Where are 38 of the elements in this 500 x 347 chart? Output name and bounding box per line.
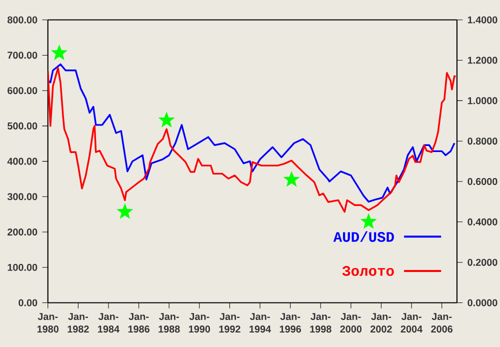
- point: [117, 203, 133, 218]
- x-tick-label: Jan-1988: [158, 312, 180, 332]
- x-tick-label: Jan-1990: [188, 312, 210, 332]
- y-tick-label: 400.00: [7, 158, 38, 165]
- y2-tick-label: 0.4000: [468, 218, 498, 226]
- y-tick-label: 700.00: [8, 52, 38, 59]
- x-tick-label: Jan-2004: [400, 312, 422, 332]
- x-tick-label: Jan-2006: [431, 312, 453, 332]
- point: [360, 213, 376, 228]
- y-tick-label: 100.00: [8, 264, 38, 271]
- x-tick-label: Jan-1982: [68, 312, 89, 332]
- y2-tick-label: 1.2000: [468, 56, 498, 64]
- x-tick-label: Jan-1996: [280, 312, 301, 332]
- y2-tick-label: 0.0000: [468, 299, 498, 306]
- y-tick-label: 800.00: [8, 16, 38, 24]
- x-tick-label: Jan-1984: [98, 312, 120, 332]
- y-tick-label: 0.00: [18, 299, 38, 306]
- point: [158, 112, 174, 127]
- y2-tick-label: 0.8000: [468, 137, 498, 144]
- x-tick-label: Jan-2000: [340, 312, 362, 332]
- y2-tick-label: 0.6000: [468, 178, 498, 185]
- x-tick-label: Jan-1998: [310, 312, 332, 332]
- point: [51, 44, 68, 60]
- legend-label: AUD/USD: [333, 231, 394, 242]
- legend-label: Золото: [342, 266, 394, 276]
- y2-tick-label: 0.2000: [468, 258, 498, 266]
- x-tick-label: Jan-1986: [128, 312, 150, 332]
- y-tick-label: 200.00: [8, 228, 38, 236]
- y2-tick-label: 1.4000: [468, 16, 498, 24]
- y-tick-label: 500.00: [8, 122, 38, 130]
- y2-tick-label: 1.0000: [468, 96, 498, 104]
- y-tick-label: 300.00: [7, 192, 38, 200]
- x-tick-label: Jan-1994: [250, 312, 271, 332]
- x-tick-label: Jan-2002: [370, 312, 392, 332]
- point: [284, 171, 300, 186]
- x-tick-label: Jan-1992: [219, 312, 240, 332]
- x-tick-label: Jan-1980: [37, 312, 59, 332]
- y-tick-label: 600.00: [8, 86, 38, 94]
